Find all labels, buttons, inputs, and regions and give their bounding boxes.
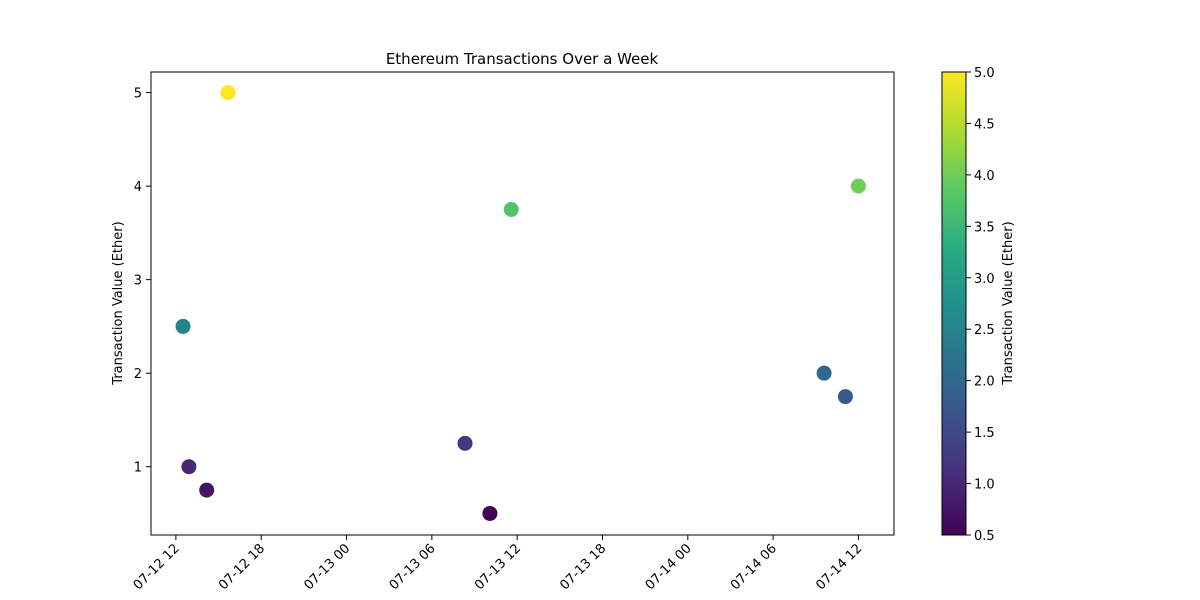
y-tick-label: 1 (134, 461, 142, 476)
x-tick-label: 07-12 12 (131, 541, 183, 593)
colorbar-tick-label: 4.0 (974, 169, 995, 184)
y-tick-label: 3 (134, 274, 142, 289)
x-tick-label: 07-12 18 (216, 541, 268, 593)
x-tick-label: 07-13 06 (387, 541, 439, 593)
scatter-point (816, 365, 832, 381)
x-tick-label: 07-14 12 (813, 541, 865, 593)
scatter-point (482, 505, 498, 521)
y-axis: 1 2 3 4 5 (134, 87, 151, 476)
scatter-point (199, 482, 215, 498)
x-tick-label: 07-13 18 (557, 541, 609, 593)
colorbar-tick-label: 5.0 (974, 66, 995, 81)
x-tick-label: 07-14 06 (728, 541, 780, 593)
scatter-point (457, 435, 473, 451)
scatter-point (837, 389, 853, 405)
colorbar-tick-label: 1.5 (974, 426, 995, 441)
y-tick-label: 2 (134, 367, 142, 382)
x-axis: 07-12 12 07-12 18 07-13 00 07-13 06 07-13 12… (131, 535, 865, 593)
colorbar-tick-label: 0.5 (974, 529, 995, 544)
colorbar-tick-label: 2.5 (974, 323, 995, 338)
scatter-point (850, 178, 866, 194)
colorbar-tick-label: 2.0 (974, 375, 995, 390)
colorbar (941, 71, 967, 536)
scatter-point (181, 459, 197, 475)
plot-area-frame (150, 71, 895, 536)
colorbar-tick-label: 3.0 (974, 272, 995, 287)
colorbar-label: Transaction Value (Ether) (1001, 221, 1016, 385)
x-tick-label: 07-14 00 (643, 541, 695, 593)
colorbar-tick-label: 3.5 (974, 220, 995, 235)
scatter-points (175, 85, 866, 521)
scatter-point (220, 85, 236, 101)
colorbar-tick-label: 4.5 (974, 117, 995, 132)
chart-title: Ethereum Transactions Over a Week (386, 50, 659, 68)
x-tick-label: 07-13 00 (301, 541, 353, 593)
colorbar-tick-label: 1.0 (974, 478, 995, 493)
colorbar-axis: 0.5 1.0 1.5 2.0 2.5 3.0 3.5 4.0 4.5 5.0 (966, 66, 995, 544)
scatter-point (175, 318, 191, 334)
x-tick-label: 07-13 12 (472, 541, 524, 593)
y-tick-label: 5 (134, 87, 142, 102)
y-axis-label: Transaction Value (Ether) (111, 221, 126, 385)
scatter-point (503, 201, 519, 217)
y-tick-label: 4 (134, 180, 142, 195)
